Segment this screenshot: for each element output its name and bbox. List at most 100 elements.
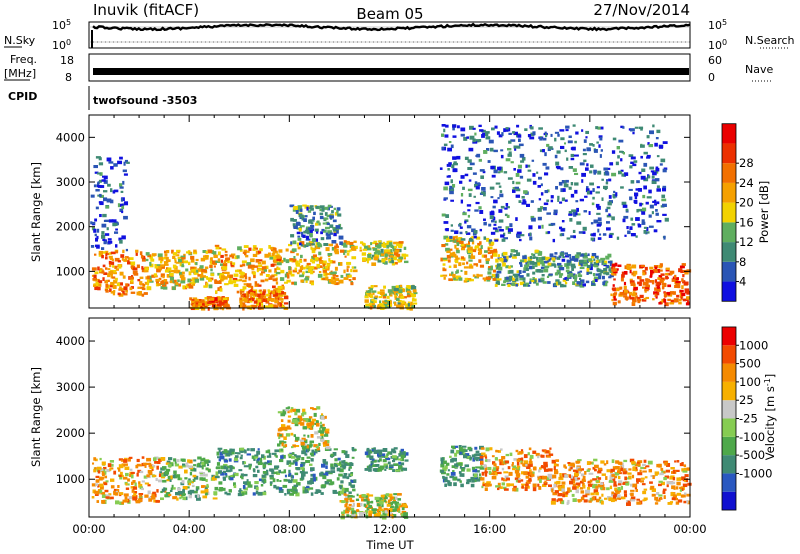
power-cell [104, 219, 110, 222]
power-cell [98, 179, 102, 183]
velocity-cell [110, 467, 114, 470]
power-cell [675, 277, 679, 281]
power-cell [596, 259, 601, 263]
power-cell [519, 238, 522, 242]
velocity-cell [346, 497, 351, 501]
power-cell [570, 157, 575, 161]
power-cell [602, 262, 607, 266]
velocity-cell [453, 482, 457, 487]
noise-top-tick-left: 105 [52, 18, 71, 32]
velocity-cell [622, 470, 627, 475]
power-cell [478, 206, 482, 210]
power-cell [632, 270, 638, 275]
velocity-cell [334, 458, 338, 462]
power-cell [579, 270, 583, 273]
power-cell [246, 283, 252, 288]
power-cell [642, 207, 647, 212]
power-cell [254, 281, 258, 285]
power-cell [263, 269, 268, 272]
power-cell [602, 281, 605, 286]
velocity-cell [343, 461, 348, 465]
power-cell [305, 276, 309, 279]
power-cell [471, 253, 474, 256]
power-cell [324, 266, 329, 269]
power-cell [458, 222, 462, 226]
velocity-cell [109, 467, 112, 471]
velocity-cell [404, 516, 409, 519]
power-cell [332, 260, 336, 264]
velocity-cell [272, 478, 276, 483]
power-cell [101, 231, 105, 235]
power-cell [239, 264, 243, 268]
power-cell [110, 188, 113, 193]
power-cell [505, 258, 509, 262]
velocity-cell [274, 449, 280, 453]
velocity-cell [224, 459, 228, 463]
velocity-cell [261, 474, 266, 478]
velocity-cell [583, 484, 586, 489]
velocity-cell [225, 474, 228, 478]
power-cell [123, 161, 126, 166]
power-cell [623, 281, 627, 286]
power-cell [591, 233, 595, 237]
power-cell [268, 297, 272, 301]
power-cell [145, 258, 149, 262]
velocity-cell [632, 466, 636, 470]
velocity-cell [153, 499, 156, 503]
velocity-cell [553, 463, 557, 467]
velocity-cell [309, 440, 315, 444]
velocity-cell [110, 485, 115, 489]
power-cell [648, 144, 654, 148]
power-cell [123, 293, 128, 296]
velocity-cell [177, 474, 181, 478]
power-cell [450, 179, 453, 184]
power-cell [169, 272, 174, 277]
velocity-cell [592, 466, 596, 470]
power-cell [472, 138, 476, 143]
power-cell [546, 189, 550, 193]
power-cell [613, 296, 616, 299]
power-cell [460, 175, 465, 179]
power-ylabel: Slant Range [km] [29, 162, 43, 262]
power-cell [474, 181, 478, 185]
power-cell [502, 251, 508, 256]
power-cell [332, 274, 336, 277]
power-cell [469, 135, 475, 140]
velocity-cell [185, 462, 189, 465]
velocity-cell [303, 418, 309, 421]
power-cell [541, 224, 544, 229]
power-cell [214, 279, 217, 282]
power-cell [300, 254, 303, 259]
velocity-cell [614, 487, 618, 492]
power-cell [250, 258, 255, 263]
power-cell [215, 260, 221, 263]
velocity-cell [356, 509, 359, 512]
power-cell [479, 228, 483, 232]
power-cell [646, 282, 649, 286]
power-cell [338, 235, 344, 240]
power-cell [285, 248, 289, 252]
velocity-cell [604, 497, 608, 500]
power-cell [654, 199, 657, 204]
velocity-cell [173, 470, 177, 474]
power-cell [471, 236, 474, 239]
power-cell [583, 139, 587, 143]
velocity-cell [532, 471, 535, 474]
power-cell [508, 151, 512, 155]
power-cell [351, 248, 357, 251]
power-cell [243, 245, 249, 248]
velocity-cell [287, 419, 291, 423]
power-cell [517, 164, 522, 169]
velocity-cell [642, 467, 647, 470]
velocity-cell [138, 481, 141, 485]
velocity-cell [93, 457, 97, 461]
velocity-cell [477, 453, 480, 457]
power-cell [275, 281, 279, 285]
power-cell [275, 287, 278, 291]
power-cell [323, 263, 326, 267]
power-cell [667, 284, 672, 288]
velocity-cell [395, 469, 400, 472]
velocity-cell [460, 449, 465, 453]
cpid-value: twofsound -3503 [93, 94, 197, 107]
power-cell [213, 265, 216, 268]
